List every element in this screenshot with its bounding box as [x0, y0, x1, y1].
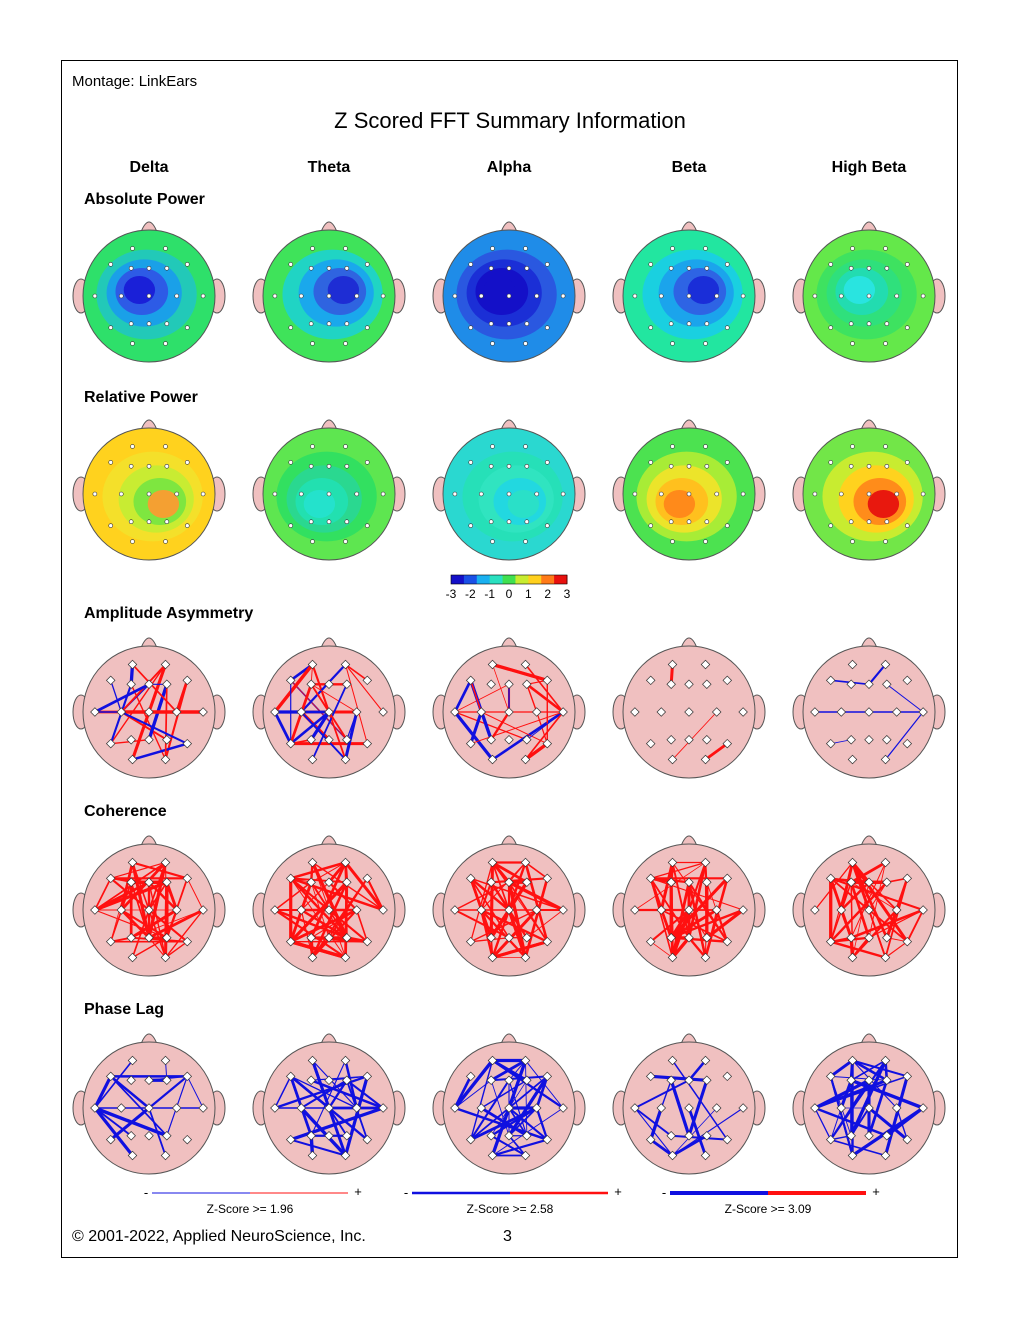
connectivity-coherence-high-beta [792, 835, 946, 977]
topomap-relative-power-delta [72, 419, 226, 561]
color-scale-label: -1 [484, 587, 495, 601]
connectivity-amplitude-asymmetry-beta [612, 637, 766, 779]
color-scale-label: 2 [544, 587, 551, 601]
connectivity-amplitude-asymmetry-high-beta [792, 637, 946, 779]
page-frame [61, 60, 958, 1258]
connectivity-coherence-theta [252, 835, 406, 977]
color-scale-swatch [463, 575, 478, 584]
page-number: 3 [503, 1228, 512, 1245]
row-label-coherence: Coherence [84, 803, 167, 820]
row-label-phase-lag: Phase Lag [84, 1001, 165, 1018]
color-scale-label: 0 [506, 587, 513, 601]
topomap-absolute-power-theta [252, 221, 406, 363]
topomap-relative-power-theta [252, 419, 406, 561]
color-scale-swatch [554, 575, 568, 584]
row-label-relative-power: Relative Power [84, 389, 198, 406]
legend-plus: + [614, 1184, 622, 1199]
connectivity-amplitude-asymmetry-delta [72, 637, 226, 779]
band-header-alpha: Alpha [486, 159, 532, 176]
row-label-absolute-power: Absolute Power [84, 191, 205, 208]
color-scale-swatch [515, 575, 529, 584]
connectivity-phase-lag-theta [252, 1033, 406, 1175]
legend-label: Z-Score >= 3.09 [725, 1202, 812, 1216]
connectivity-phase-lag-high-beta [792, 1033, 946, 1175]
band-header-delta: Delta [129, 159, 169, 176]
connectivity-phase-lag-beta [612, 1033, 766, 1175]
legend-label: Z-Score >= 2.58 [467, 1202, 554, 1216]
color-scale: -3 -2 -1 0 1 2 3 [446, 574, 571, 601]
connectivity-amplitude-asymmetry-theta [252, 637, 406, 779]
band-header-beta: Beta [671, 159, 707, 176]
color-scale-swatch [541, 575, 555, 584]
color-scale-swatch [451, 575, 465, 584]
row-label-amplitude-asymmetry: Amplitude Asymmetry [84, 605, 254, 622]
connectivity-amplitude-asymmetry-alpha [432, 637, 586, 779]
connection-legend-item: - + Z-Score >= 2.58 [404, 1184, 622, 1216]
color-scale-label: 3 [564, 587, 571, 601]
connection-legend: - + Z-Score >= 1.96 - + Z-Score >= 2.58 - + Z-Sc… [144, 1184, 880, 1216]
legend-label: Z-Score >= 1.96 [207, 1202, 294, 1216]
montage-label: Montage: LinkEars [72, 73, 198, 90]
color-scale-swatch [502, 575, 516, 584]
legend-minus: - [662, 1185, 666, 1200]
topomap-relative-power-beta [612, 419, 766, 561]
topomap-absolute-power-beta [612, 221, 766, 363]
connectivity-coherence-delta [72, 835, 226, 977]
connectivity-phase-lag-delta [72, 1033, 226, 1175]
topomap-absolute-power-alpha [432, 221, 586, 363]
connectivity-phase-lag-alpha [432, 1033, 586, 1175]
legend-plus: + [872, 1184, 880, 1199]
topomap-absolute-power-delta [72, 221, 226, 363]
color-scale-swatch [476, 575, 491, 584]
connection-legend-item: - + Z-Score >= 1.96 [144, 1184, 362, 1216]
copyright: © 2001-2022, Applied NeuroScience, Inc. [72, 1228, 366, 1245]
connection-legend-item: - + Z-Score >= 3.09 [662, 1184, 880, 1216]
connectivity-coherence-beta [612, 835, 766, 977]
topomap-absolute-power-high-beta [792, 221, 946, 363]
connectivity-coherence-alpha [432, 835, 586, 977]
legend-minus: - [404, 1185, 408, 1200]
color-scale-label: -2 [465, 587, 476, 601]
color-scale-swatch [489, 575, 504, 584]
color-scale-label: 1 [525, 587, 532, 601]
band-header-high-beta: High Beta [831, 159, 907, 176]
band-header-theta: Theta [307, 159, 351, 176]
page-title: Z Scored FFT Summary Information [334, 108, 686, 133]
topomap-relative-power-high-beta [792, 419, 946, 561]
legend-plus: + [354, 1184, 362, 1199]
color-scale-label: -3 [446, 587, 457, 601]
topomap-relative-power-alpha [432, 419, 586, 561]
legend-minus: - [144, 1185, 148, 1200]
color-scale-swatch [528, 575, 542, 584]
